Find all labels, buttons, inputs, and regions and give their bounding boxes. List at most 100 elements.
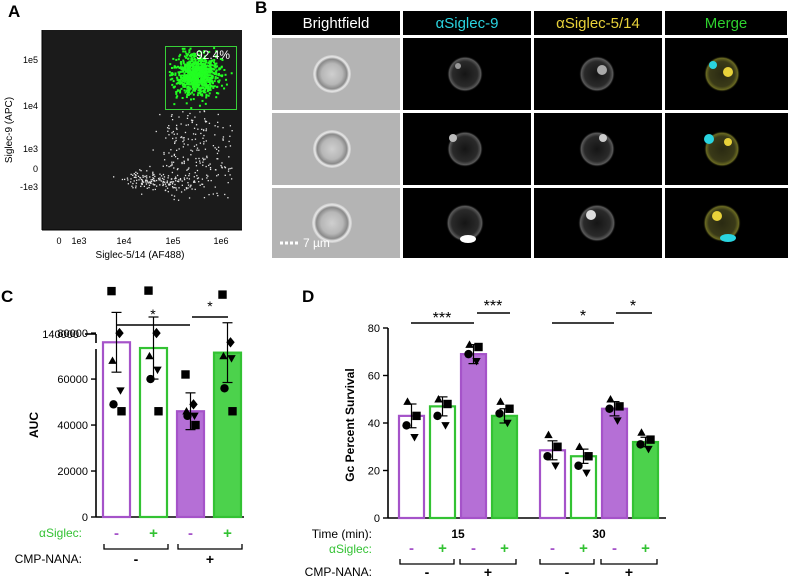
flow-event [205,121,207,123]
flow-event [132,174,134,176]
flow-event [186,61,189,64]
flow-event [192,98,195,101]
flow-event [182,62,185,65]
flow-event [152,149,154,151]
flow-event [215,54,218,57]
d-datapoint [433,411,442,421]
flow-event [184,91,187,94]
flow-event [181,162,183,165]
flow-event [196,147,199,149]
flow-event [183,162,185,165]
flow-event [185,188,188,190]
flow-event [198,181,200,183]
flow-event [174,73,177,76]
flow-event [208,83,211,86]
flow-event [212,145,215,147]
flow-event [212,68,215,71]
flow-event [172,130,175,133]
flow-event [214,186,216,188]
flow-event [172,57,175,60]
flow-event [207,76,210,79]
flow-event [195,81,198,84]
flow-event [206,70,209,73]
flow-event [208,193,210,196]
d-datapoint [505,404,514,413]
flow-event [159,179,161,181]
flow-event [179,61,182,64]
flow-event [208,70,211,73]
flow-event [193,80,196,83]
flow-event [171,83,174,86]
c-datapoint [227,355,236,363]
flow-event [187,78,190,81]
flow-event [222,127,224,129]
flow-event [205,87,208,90]
flow-event [231,167,233,169]
flow-event [180,78,183,81]
flow-event [207,179,209,182]
d-group-bracket [399,559,455,565]
flow-xtick: 1e3 [71,236,86,246]
flow-event [203,118,206,120]
flow-event [190,74,193,77]
flow-event [193,54,196,57]
flow-event [203,70,206,73]
flow-event [175,90,178,93]
flow-event [177,199,180,201]
d-ytick-label: 80 [368,323,380,335]
flow-event [167,177,169,179]
flow-event [205,128,208,130]
flow-xtick: 1e6 [213,236,228,246]
flow-event [217,126,219,128]
c-datapoint [218,290,227,299]
flow-event [213,80,216,83]
flow-event [227,197,229,199]
flow-event [217,81,220,84]
d-datapoint [464,349,473,359]
flow-event [140,170,142,172]
flow-event [188,86,191,89]
flow-event [149,182,151,184]
d-datapoint [472,358,481,366]
flow-event [135,171,137,174]
flow-event [170,66,173,69]
flow-event [188,72,191,75]
d-asiglec-sign: + [500,540,509,557]
flow-event [200,132,202,135]
flow-event [183,55,186,58]
flow-event [184,67,187,70]
flow-event [198,67,201,70]
flow-event [197,58,200,61]
d-datapoint [495,409,504,418]
d-ylabel: Gc Percent Survival [343,368,357,481]
flow-xlabel: Siglec-5/14 (AF488) [96,250,185,261]
flow-event [139,169,141,171]
flow-event [214,62,217,65]
flow-event [172,86,175,89]
flow-event [187,184,190,186]
flow-ytick: -1e3 [20,182,38,192]
flow-event [182,60,185,63]
flow-event [174,183,176,186]
flow-event [192,69,195,72]
c-datapoint [154,407,163,416]
flow-event [211,75,214,78]
flow-event [189,80,192,83]
flow-event [205,165,207,168]
flow-scatter [113,47,233,201]
flow-event [198,62,201,65]
flow-event [155,130,157,133]
flow-event [180,191,183,193]
flow-event [163,153,165,155]
flow-event [197,60,200,63]
flow-event [229,125,232,127]
flow-event [207,85,210,88]
flow-event [216,76,219,79]
flow-event [187,138,190,140]
flow-event [210,79,213,82]
d-asiglec-sign: - [550,540,555,557]
flow-event [127,183,130,185]
flow-event [187,77,190,80]
flow-event [187,76,190,79]
flow-event [150,179,152,181]
